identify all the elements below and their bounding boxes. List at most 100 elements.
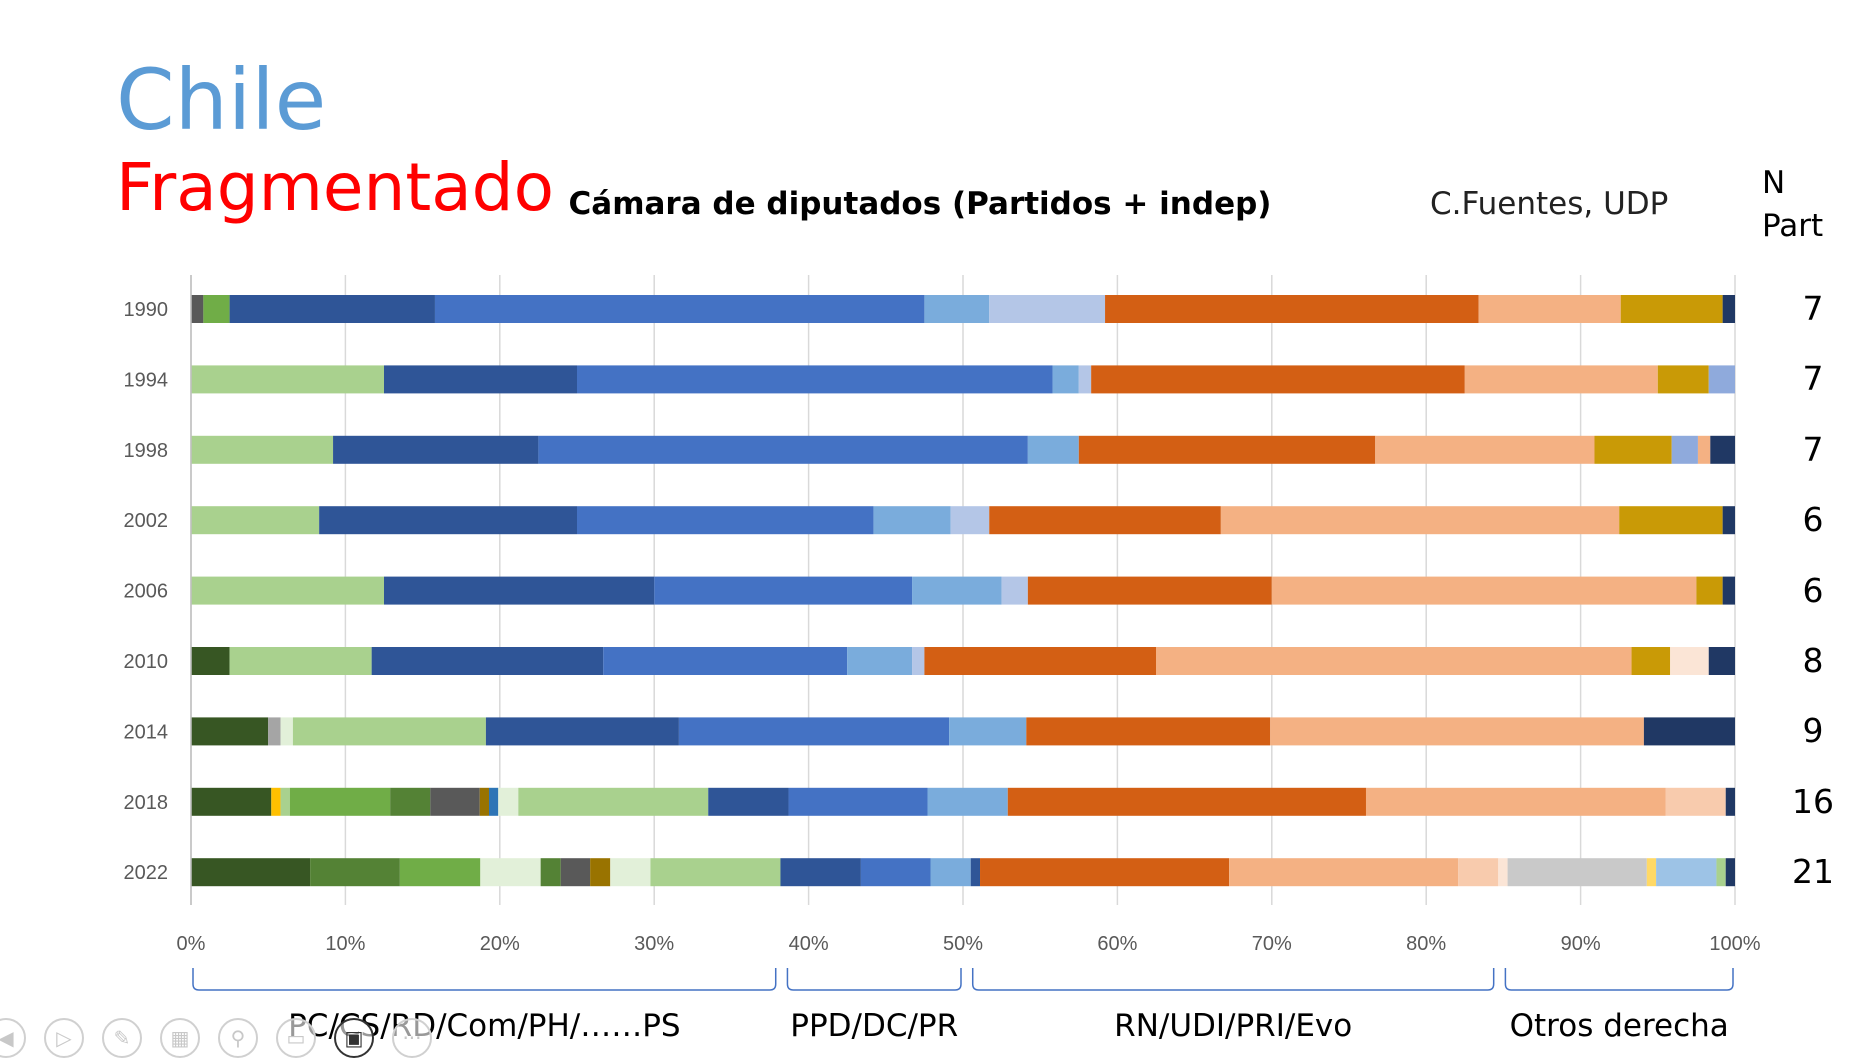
bar-segment <box>1697 435 1711 464</box>
group-bracket <box>786 968 962 991</box>
npart-value: 6 <box>1802 570 1824 610</box>
bar-segment <box>708 787 789 816</box>
bar-segment <box>912 576 1002 605</box>
more-icon[interactable]: ··· <box>392 1018 432 1058</box>
bar-segment <box>1027 576 1272 605</box>
bar-segment <box>289 787 391 816</box>
bar-segment <box>1708 647 1735 675</box>
author-credit: C.Fuentes, UDP <box>1430 186 1669 222</box>
bar-segment <box>949 717 1027 746</box>
bar-segment <box>1458 858 1499 887</box>
npart-value: 9 <box>1802 711 1824 751</box>
slides-icon[interactable]: ▦ <box>160 1018 200 1058</box>
bar-segment <box>191 576 384 605</box>
bar-segment <box>434 295 925 323</box>
bar-segment <box>1365 787 1666 816</box>
bar-segment <box>1657 365 1709 394</box>
zoom-icon[interactable]: ⚲ <box>218 1018 258 1058</box>
bar-segment <box>912 647 925 675</box>
bar-segment <box>1375 435 1595 464</box>
bar-segment <box>1220 506 1620 535</box>
bar-segment <box>1619 506 1723 535</box>
x-tick-label: 60% <box>1097 933 1137 955</box>
npart-value: 8 <box>1802 641 1824 680</box>
group-bracket <box>1504 968 1734 991</box>
bar-segment <box>860 858 931 887</box>
bar-segment <box>538 435 1028 464</box>
y-tick-label: 2014 <box>124 721 169 743</box>
npart-value: 7 <box>1802 429 1824 469</box>
bar-segment <box>590 858 611 887</box>
x-tick-label: 50% <box>943 933 983 955</box>
pen-icon[interactable]: ✎ <box>102 1018 142 1058</box>
bar-segment <box>191 717 269 746</box>
x-tick-label: 40% <box>789 933 829 955</box>
bar-segment <box>1229 858 1459 887</box>
bar-segment <box>1052 365 1079 394</box>
bar-segment <box>924 295 990 323</box>
y-tick-label: 2010 <box>124 651 169 673</box>
bar-segment <box>1464 365 1658 394</box>
bar-segment <box>399 858 481 887</box>
bar-segment <box>280 717 293 746</box>
bar-segment <box>1507 858 1647 887</box>
bar-segment <box>1078 435 1376 464</box>
npart-value: 7 <box>1802 289 1824 328</box>
group-label: RN/UDI/PRI/Evo <box>1114 1008 1353 1044</box>
bar-segment <box>191 506 320 535</box>
npart-header-n: N <box>1762 165 1786 201</box>
bar-segment <box>518 787 709 816</box>
bar-segment <box>989 295 1106 323</box>
bar-segment <box>577 506 874 535</box>
bar-segment <box>384 365 577 394</box>
bar-segment <box>384 576 655 605</box>
bar-segment <box>1091 365 1465 394</box>
bar-segment <box>1620 295 1723 323</box>
bar-segment <box>1671 435 1698 464</box>
bar-segment <box>1725 787 1735 816</box>
bar-segment <box>479 787 489 816</box>
bar-segment <box>268 717 281 746</box>
bar-segment <box>1078 365 1092 394</box>
bar-segment <box>1156 647 1632 675</box>
bar-segment <box>603 647 848 675</box>
npart-value: 21 <box>1792 852 1834 892</box>
bar-segment <box>191 295 204 323</box>
bar-segment <box>280 787 290 816</box>
title-fragmentado: Fragmentado <box>116 149 554 226</box>
bar-segment <box>319 506 577 535</box>
y-tick-label: 2006 <box>124 581 169 603</box>
bar-segment <box>540 858 561 887</box>
group-bracket <box>192 968 777 991</box>
x-tick-label: 20% <box>480 933 520 955</box>
bar-segment <box>678 717 950 746</box>
bar-segment <box>1271 576 1697 605</box>
bar-segment <box>1722 576 1735 605</box>
x-tick-label: 100% <box>1709 933 1760 955</box>
bar-segment <box>989 506 1221 535</box>
bar-segment <box>1270 717 1644 746</box>
bar-segment <box>1716 858 1726 887</box>
bar-segment <box>488 787 499 816</box>
bar-segment <box>1725 858 1735 887</box>
bar-segment <box>310 858 400 887</box>
bar-segment <box>1027 435 1079 464</box>
bar-segment <box>1594 435 1672 464</box>
bar-segment <box>924 647 1156 675</box>
bar-segment <box>191 787 272 816</box>
camera-icon[interactable]: ▣ <box>334 1018 374 1058</box>
bar-segment <box>485 717 679 746</box>
bar-segment <box>229 647 372 675</box>
x-tick-label: 10% <box>325 933 365 955</box>
bar-segment <box>610 858 651 887</box>
y-tick-label: 1998 <box>124 440 169 462</box>
bar-segment <box>1670 647 1709 675</box>
play-icon[interactable]: ▷ <box>44 1018 84 1058</box>
bar-segment <box>292 717 486 746</box>
title-chile: Chile <box>116 51 327 149</box>
y-tick-label: 2022 <box>124 862 169 884</box>
subtitles-icon[interactable]: ▭ <box>276 1018 316 1058</box>
bar-segment <box>650 858 781 887</box>
bar-segment <box>191 858 311 887</box>
bar-segment <box>203 295 230 323</box>
